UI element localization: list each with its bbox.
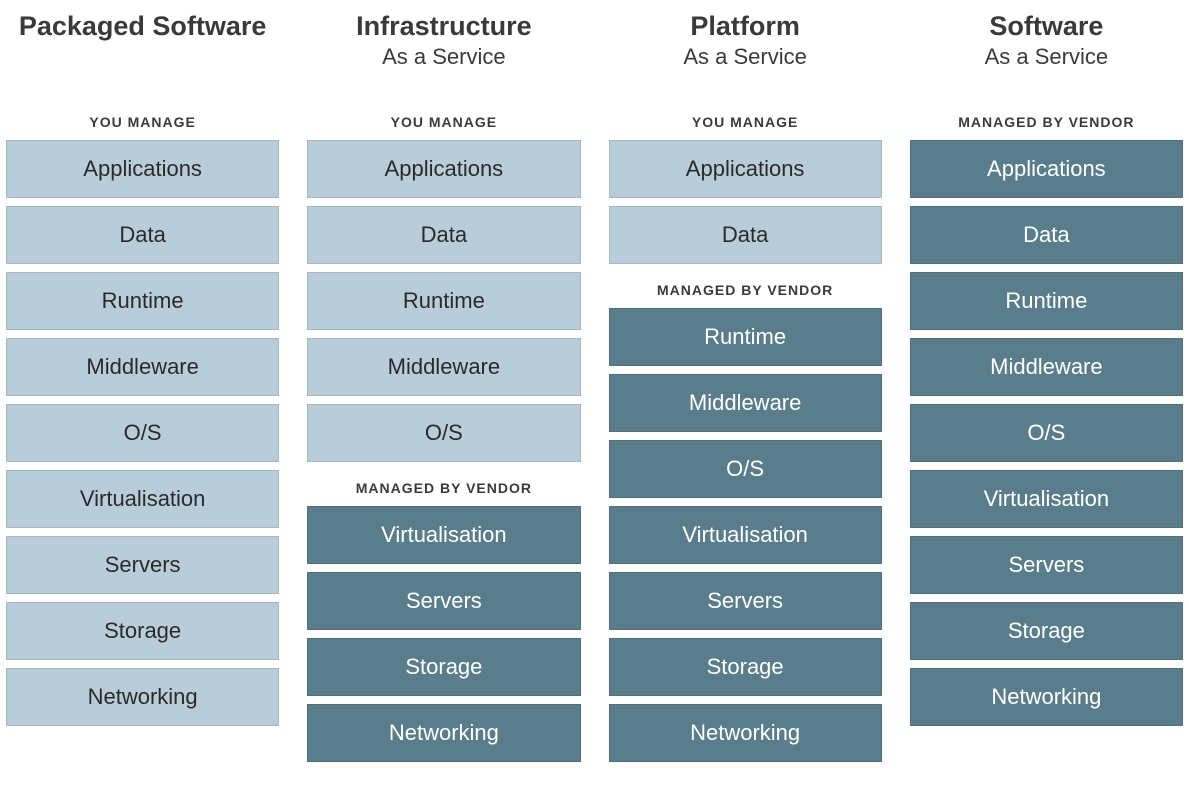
layer-box: Runtime [910, 272, 1183, 330]
layer-box: Servers [307, 572, 580, 630]
layer-box: O/S [609, 440, 882, 498]
layer-box: Networking [910, 668, 1183, 726]
column-header: PlatformAs a Service [609, 10, 882, 80]
layer-box: Middleware [6, 338, 279, 396]
layer-box: Virtualisation [910, 470, 1183, 528]
layer-box: Storage [609, 638, 882, 696]
layer-box: Storage [910, 602, 1183, 660]
layer-box: Servers [609, 572, 882, 630]
layer-box: Runtime [609, 308, 882, 366]
column-header: Packaged Software [6, 10, 279, 80]
layer-box: Virtualisation [609, 506, 882, 564]
service-model-diagram: Packaged Software YOU MANAGE Applications D… [0, 10, 1189, 770]
layer-box: Virtualisation [6, 470, 279, 528]
layer-box: Networking [307, 704, 580, 762]
layer-box: Runtime [307, 272, 580, 330]
layer-box: O/S [307, 404, 580, 462]
layer-box: Networking [609, 704, 882, 762]
layer-box: Middleware [910, 338, 1183, 396]
column-title: Software [910, 10, 1183, 42]
column-2: PlatformAs a Service YOU MANAGE Applicatio… [609, 10, 882, 770]
layer-box: Servers [910, 536, 1183, 594]
layer-box: Middleware [307, 338, 580, 396]
layer-box: Networking [6, 668, 279, 726]
layer-box: Storage [307, 638, 580, 696]
section-label-managed_by_vendor: MANAGED BY VENDOR [307, 480, 580, 496]
column-1: InfrastructureAs a Service YOU MANAGE Appl… [307, 10, 580, 770]
layer-box: Applications [609, 140, 882, 198]
layer-box: O/S [910, 404, 1183, 462]
column-0: Packaged Software YOU MANAGE Applications D… [6, 10, 279, 770]
layer-box: Storage [6, 602, 279, 660]
column-header: SoftwareAs a Service [910, 10, 1183, 80]
layer-box: Data [307, 206, 580, 264]
layer-box: Data [910, 206, 1183, 264]
layer-box: Applications [307, 140, 580, 198]
section-label-you_manage: YOU MANAGE [609, 114, 882, 130]
layer-box: Runtime [6, 272, 279, 330]
column-header: InfrastructureAs a Service [307, 10, 580, 80]
column-subtitle: As a Service [609, 44, 882, 70]
column-3: SoftwareAs a Service MANAGED BY VENDOR App… [910, 10, 1183, 770]
section-label-you_manage: YOU MANAGE [6, 114, 279, 130]
layer-box: Applications [6, 140, 279, 198]
layer-box: Data [609, 206, 882, 264]
layer-box: Applications [910, 140, 1183, 198]
section-label-managed_by_vendor: MANAGED BY VENDOR [609, 282, 882, 298]
column-title: Infrastructure [307, 10, 580, 42]
layer-box: Virtualisation [307, 506, 580, 564]
column-title: Packaged Software [6, 10, 279, 42]
column-subtitle: As a Service [910, 44, 1183, 70]
section-label-managed_by_vendor: MANAGED BY VENDOR [910, 114, 1183, 130]
column-subtitle: As a Service [307, 44, 580, 70]
layer-box: Servers [6, 536, 279, 594]
column-title: Platform [609, 10, 882, 42]
layer-box: O/S [6, 404, 279, 462]
layer-box: Data [6, 206, 279, 264]
section-label-you_manage: YOU MANAGE [307, 114, 580, 130]
layer-box: Middleware [609, 374, 882, 432]
